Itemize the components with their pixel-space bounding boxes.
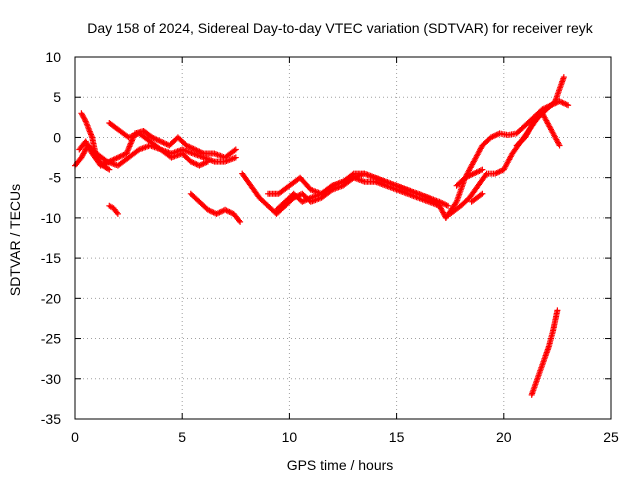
data-point bbox=[559, 99, 566, 106]
data-point bbox=[479, 166, 486, 173]
data-point bbox=[232, 146, 239, 153]
data-point bbox=[479, 190, 486, 197]
x-tick-label: 15 bbox=[389, 429, 405, 445]
series-arc-13 bbox=[468, 190, 486, 205]
x-axis-label: GPS time / hours bbox=[287, 457, 394, 473]
data-point bbox=[81, 149, 88, 156]
data-point bbox=[232, 154, 239, 161]
y-tick-label: 10 bbox=[45, 49, 61, 65]
series-arc-6 bbox=[187, 190, 244, 225]
data-points bbox=[72, 74, 572, 398]
series-arc-12 bbox=[453, 166, 486, 189]
grid-lines bbox=[75, 57, 611, 419]
data-point bbox=[105, 165, 111, 172]
data-point bbox=[231, 147, 238, 154]
data-point bbox=[445, 202, 452, 209]
axis-ticks: 0 5 10 15 20 25 10 5 0 -5 -10 -15 -20 -25 -30 -35 bbox=[41, 49, 619, 445]
data-point bbox=[237, 218, 244, 225]
series-arc-3 bbox=[78, 110, 113, 173]
data-point bbox=[114, 210, 121, 217]
data-point bbox=[560, 74, 567, 81]
series-arc-4 bbox=[106, 120, 211, 169]
x-tick-label: 25 bbox=[603, 429, 619, 445]
x-tick-label: 5 bbox=[178, 429, 186, 445]
data-point bbox=[81, 115, 88, 122]
y-tick-label: 5 bbox=[53, 89, 61, 105]
x-tick-label: 10 bbox=[282, 429, 298, 445]
chart-title: Day 158 of 2024, Sidereal Day-to-day VTE… bbox=[87, 20, 593, 36]
data-point bbox=[236, 217, 242, 224]
data-point bbox=[554, 307, 561, 314]
series-arc-14 bbox=[513, 110, 563, 149]
series-arc-5 bbox=[106, 202, 121, 217]
data-point bbox=[106, 166, 113, 173]
y-tick-label: -10 bbox=[41, 210, 61, 226]
y-tick-label: 0 bbox=[53, 129, 61, 145]
x-tick-label: 20 bbox=[496, 429, 512, 445]
y-tick-label: -30 bbox=[41, 371, 61, 387]
data-point bbox=[113, 209, 120, 216]
data-point bbox=[478, 191, 484, 198]
y-tick-label: -35 bbox=[41, 411, 61, 427]
series-arc-15 bbox=[528, 307, 561, 398]
data-point bbox=[204, 158, 211, 165]
y-tick-label: -5 bbox=[49, 170, 62, 186]
data-point bbox=[436, 202, 443, 209]
y-tick-label: -15 bbox=[41, 250, 61, 266]
x-tick-label: 0 bbox=[71, 429, 79, 445]
data-point bbox=[556, 142, 563, 149]
y-axis-label: SDTVAR / TECUs bbox=[7, 184, 23, 296]
series-arc-9 bbox=[273, 174, 443, 213]
y-tick-label: -20 bbox=[41, 290, 61, 306]
data-point bbox=[565, 102, 572, 109]
plot-border bbox=[74, 56, 612, 420]
y-tick-label: -25 bbox=[41, 331, 61, 347]
data-point bbox=[86, 145, 93, 152]
